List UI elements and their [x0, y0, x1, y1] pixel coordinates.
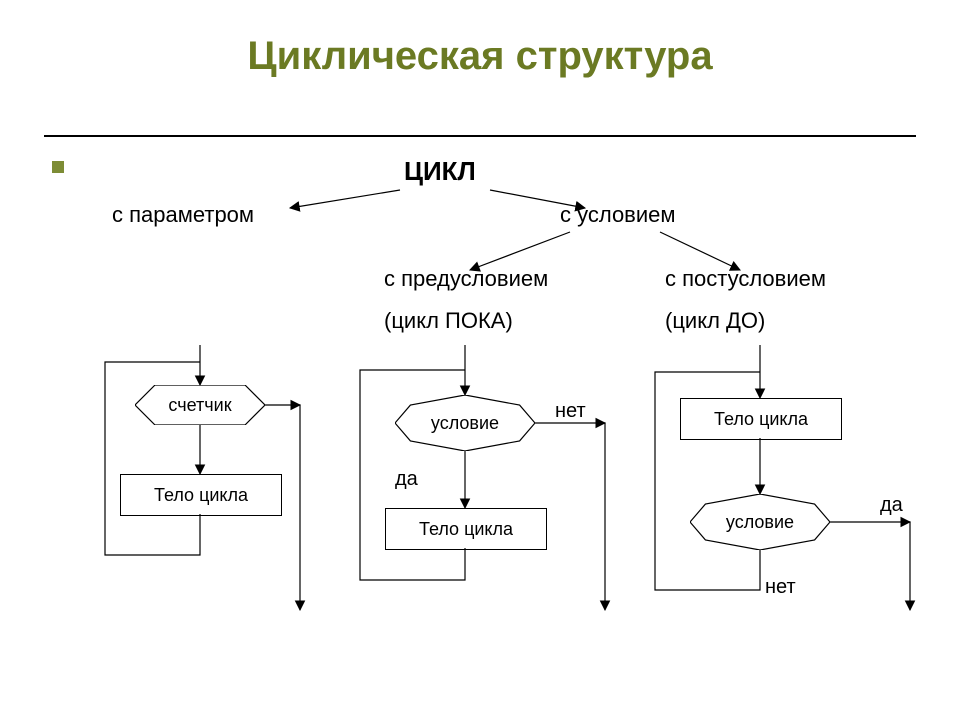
shape-cond2-label: условие	[690, 494, 830, 550]
label-pre2: (цикл ПОКА)	[384, 308, 513, 334]
shape-cond1: условие	[395, 395, 535, 451]
label-post1: с постусловием	[665, 266, 826, 292]
page-title: Циклическая структура	[0, 34, 960, 79]
shape-cond2: условие	[690, 494, 830, 550]
flow-lines	[0, 0, 960, 720]
root-label: ЦИКЛ	[404, 156, 476, 187]
shape-counter-label: счетчик	[135, 385, 265, 425]
label-da1: да	[395, 468, 418, 491]
title-bullet	[52, 161, 64, 173]
label-param: с параметром	[112, 202, 254, 228]
label-net1: нет	[555, 400, 586, 423]
shape-body2: Тело цикла	[385, 508, 547, 550]
shape-body2-label: Тело цикла	[419, 519, 513, 540]
shape-body3-label: Тело цикла	[714, 409, 808, 430]
label-net2: нет	[765, 576, 796, 599]
label-cond: с условием	[560, 202, 676, 228]
label-da2: да	[880, 494, 903, 517]
shape-cond1-label: условие	[395, 395, 535, 451]
shape-body3: Тело цикла	[680, 398, 842, 440]
shape-body1: Тело цикла	[120, 474, 282, 516]
label-pre1: с предусловием	[384, 266, 548, 292]
title-underline	[44, 135, 916, 137]
label-post2: (цикл ДО)	[665, 308, 765, 334]
shape-counter: счетчик	[135, 385, 265, 425]
shape-body1-label: Тело цикла	[154, 485, 248, 506]
